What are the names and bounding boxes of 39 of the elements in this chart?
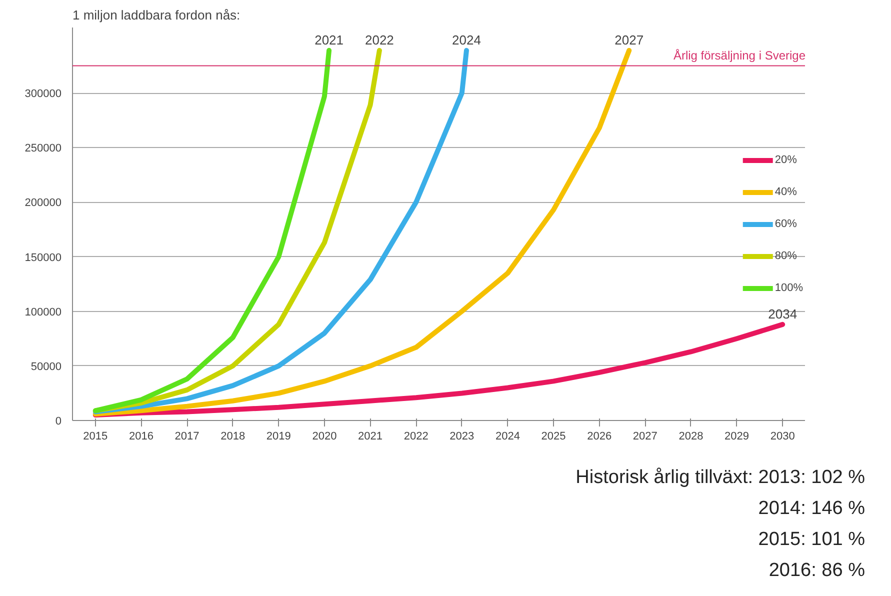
annotation: 2022: [364, 32, 394, 48]
x-tick-label: 2021: [358, 430, 383, 442]
y-tick-label: 250000: [24, 142, 62, 155]
x-tick-label: 2028: [678, 430, 704, 442]
text: 2015: 101 %: [757, 528, 865, 552]
x-tick-label: 2023: [450, 430, 474, 442]
x-tick-label: 2020: [312, 430, 337, 442]
chart-title: 1 miljon laddbara fordon nås:: [72, 8, 240, 22]
legend-label: 20%: [774, 154, 797, 166]
annotation: 2034: [768, 306, 798, 322]
y-tick-label: 150000: [24, 252, 62, 264]
x-tick-label: 2029: [724, 430, 750, 442]
x-tick-label: 2027: [632, 430, 658, 442]
x-tick-label: 2026: [587, 430, 612, 442]
legend-label: 80%: [774, 250, 797, 262]
x-tick-label: 2030: [770, 430, 795, 442]
y-tick-label: 300000: [24, 88, 62, 100]
text: Historisk årlig tillväxt: 2013: 102 %: [574, 466, 865, 490]
annotation: 2027: [614, 32, 644, 48]
ref-line-label: Årlig försäljning i Sverige: [673, 48, 806, 63]
x-tick-label: 2015: [83, 430, 108, 442]
legend-label: 60%: [774, 218, 797, 230]
y-tick-label: 100000: [24, 306, 62, 318]
legend-label: 40%: [774, 186, 797, 198]
x-tick-label: 2019: [266, 430, 291, 442]
y-tick-label: 0: [55, 416, 62, 428]
text: 2014: 146 %: [757, 497, 865, 521]
y-tick-label: 200000: [24, 197, 62, 210]
x-tick-label: 2025: [541, 430, 566, 442]
legend-label: 100%: [774, 282, 803, 294]
annotation: 2021: [314, 32, 344, 48]
x-tick-label: 2024: [495, 430, 520, 442]
x-tick-label: 2018: [220, 430, 246, 442]
annotation: 2024: [452, 32, 481, 48]
x-tick-label: 2022: [404, 430, 428, 442]
x-tick-label: 2017: [174, 430, 200, 442]
y-tick-label: 50000: [30, 360, 62, 373]
text: 2016: 86 %: [768, 559, 865, 583]
x-tick-label: 2016: [128, 430, 154, 442]
